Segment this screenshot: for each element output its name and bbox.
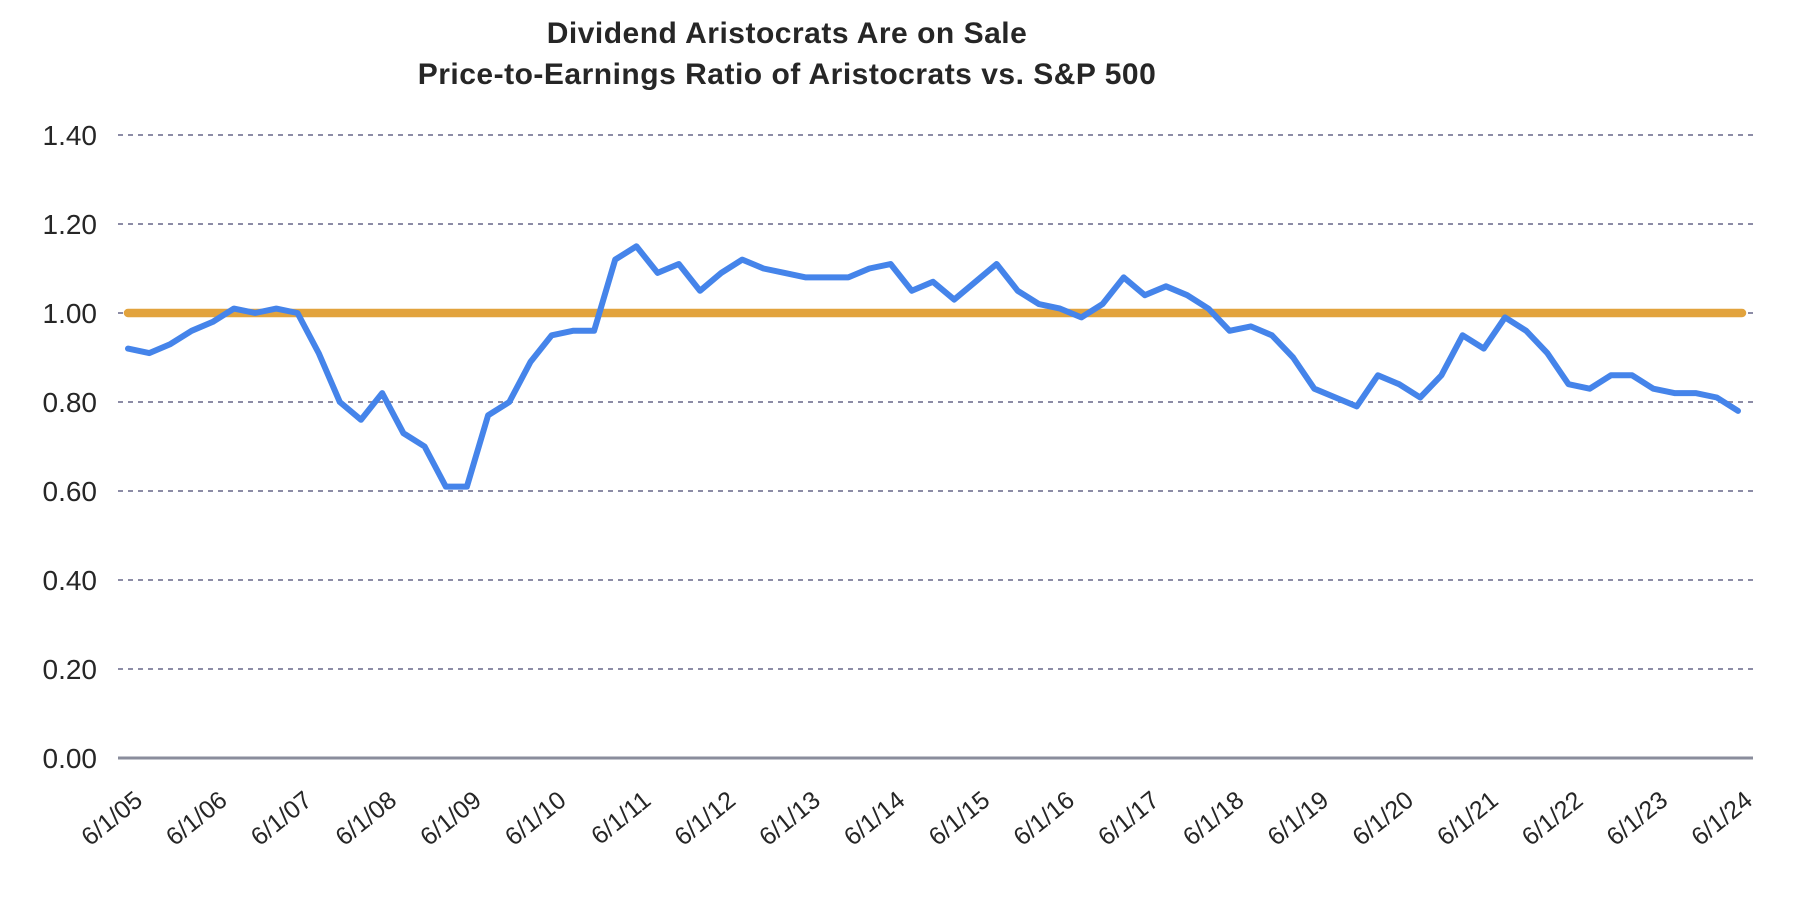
- plot-area: 0.000.200.400.600.801.001.201.406/1/05 6/…: [43, 120, 1758, 851]
- x-axis-label-6-1-08: 6/1/08: [330, 786, 402, 852]
- x-axis-label-6-1-05: 6/1/05: [76, 786, 148, 852]
- x-axis-label-6-1-23: 6/1/23: [1601, 786, 1673, 852]
- x-axis-label-6-1-19: 6/1/19: [1262, 786, 1334, 852]
- y-axis-label-0.80: 0.80: [43, 387, 98, 418]
- x-axis-label-6-1-07: 6/1/07: [246, 786, 318, 852]
- x-axis-label-6-1-06: 6/1/06: [161, 786, 233, 852]
- y-axis-label-0.40: 0.40: [43, 565, 98, 596]
- x-axis-label-6-1-22: 6/1/22: [1517, 786, 1589, 852]
- x-axis-label-6-1-12: 6/1/12: [669, 786, 741, 852]
- y-axis-label-1.00: 1.00: [43, 298, 98, 329]
- y-axis-label-1.40: 1.40: [43, 120, 98, 151]
- x-axis-label-6-1-20: 6/1/20: [1347, 786, 1419, 852]
- y-axis-label-0.20: 0.20: [43, 654, 98, 685]
- pe-ratio-line: [125, 243, 1741, 490]
- x-axis-label-6-1-17: 6/1/17: [1093, 786, 1165, 852]
- x-axis-label-6-1-21: 6/1/21: [1432, 786, 1504, 852]
- x-axis-label-6-1-18: 6/1/18: [1178, 786, 1250, 852]
- y-axis-label-1.20: 1.20: [43, 209, 98, 240]
- x-axis-label-6-1-10: 6/1/10: [500, 786, 572, 852]
- x-axis-label-6-1-13: 6/1/13: [754, 786, 826, 852]
- x-axis-label-6-1-16: 6/1/16: [1008, 786, 1080, 852]
- chart-subtitle: Price-to-Earnings Ratio of Aristocrats v…: [418, 58, 1157, 91]
- y-axis-label-0.60: 0.60: [43, 476, 98, 507]
- x-axis-label-6-1-24: 6/1/24: [1686, 786, 1758, 852]
- chart-title: Dividend Aristocrats Are on Sale: [547, 17, 1028, 50]
- x-axis-label-6-1-15: 6/1/15: [924, 786, 996, 852]
- x-axis-label-6-1-11: 6/1/11: [586, 786, 656, 850]
- x-axis-label-6-1-09: 6/1/09: [415, 786, 487, 852]
- x-axis-label-6-1-14: 6/1/14: [839, 786, 911, 852]
- y-axis-label-0.00: 0.00: [43, 743, 98, 774]
